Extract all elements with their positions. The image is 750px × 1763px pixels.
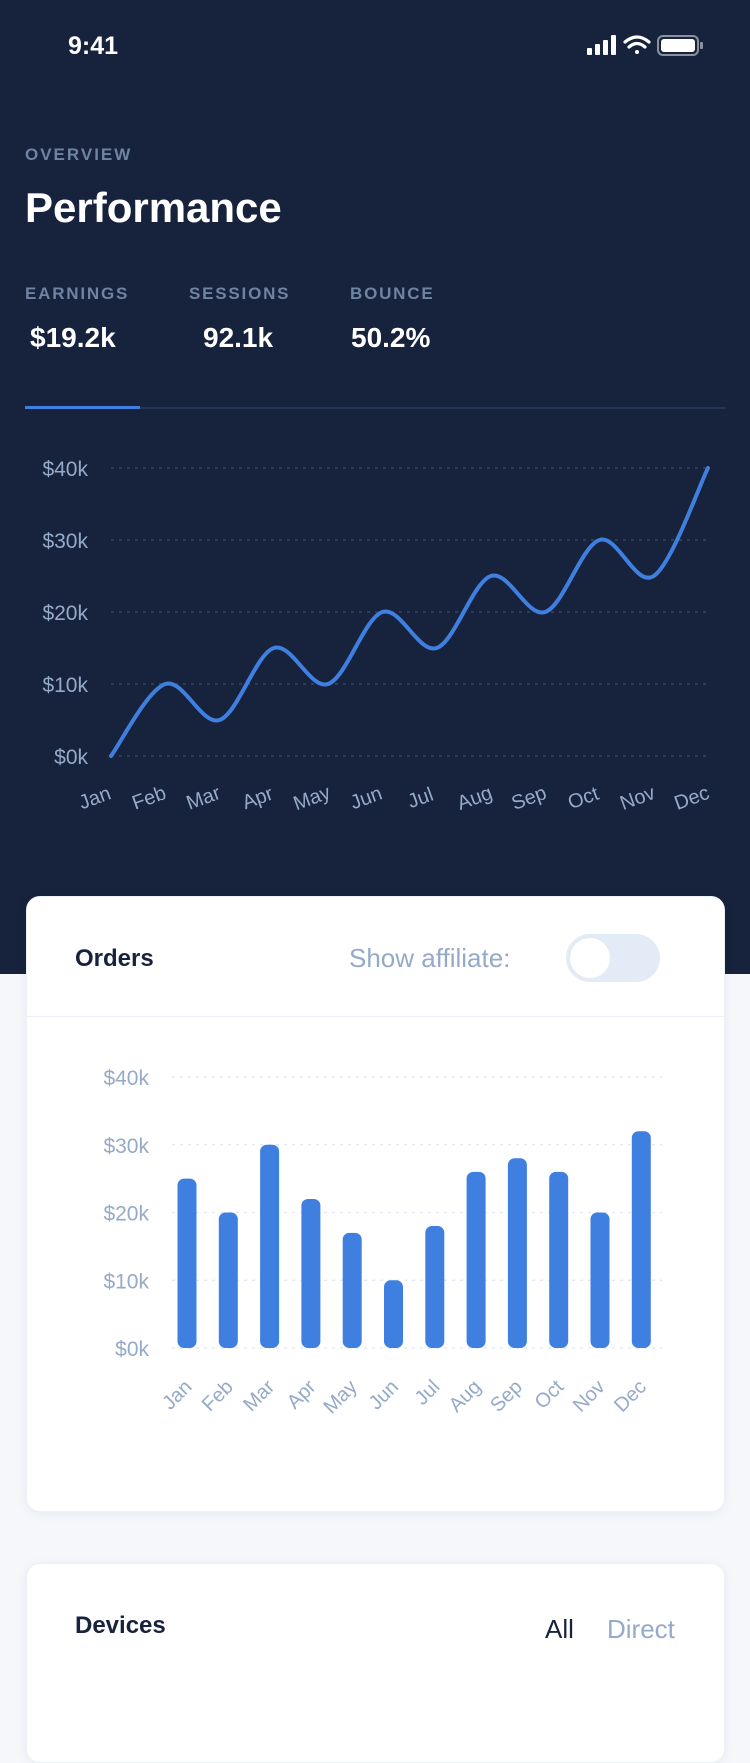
overview-eyebrow: OVERVIEW [25, 145, 133, 164]
tab-all[interactable]: All [545, 1614, 574, 1644]
y-tick-label: $0k [54, 746, 88, 769]
y-tick-label: $10k [103, 1270, 149, 1293]
stat-value: $19.2k [30, 322, 116, 353]
x-tick-label: Jun [365, 1376, 403, 1414]
bar [301, 1198, 321, 1348]
y-tick-label: $40k [103, 1067, 149, 1090]
x-tick-label: Apr [239, 783, 276, 814]
x-tick-label: Aug [454, 782, 495, 815]
x-tick-label: Aug [445, 1376, 486, 1417]
tab-divider [25, 407, 725, 409]
wifi-icon [623, 35, 651, 54]
earnings-line-chart: $0k $10k $20k $30k $40k Jan Feb Mar Apr May Jun Jul… [42, 458, 712, 816]
x-tick-label: Sep [486, 1376, 527, 1417]
orders-title: Orders [75, 945, 154, 972]
x-tick-label: Mar [239, 1376, 279, 1416]
bar [507, 1158, 527, 1348]
x-tick-label: Jul [405, 784, 437, 813]
orders-card: Orders Show affiliate: $0k $10k $20k $30k $4… [26, 896, 725, 1512]
x-tick-label: May [291, 782, 334, 816]
y-tick-label: $30k [42, 530, 88, 553]
toggle-knob [570, 938, 610, 978]
status-time: 9:41 [68, 32, 119, 60]
x-tick-label: Jan [76, 783, 114, 815]
orders-bar-chart: $0k $10k $20k $30k $40k Jan Feb Mar Apr May Jun Jul… [103, 1067, 662, 1418]
x-tick-label: Nov [617, 782, 658, 815]
hero-section [0, 0, 750, 974]
signal-icon [587, 35, 616, 55]
stat-label: BOUNCE [350, 284, 435, 303]
bar [631, 1131, 651, 1348]
y-tick-label: $20k [42, 602, 88, 625]
devices-card: Devices All Direct [26, 1563, 725, 1763]
bar [549, 1171, 569, 1348]
bar [384, 1280, 403, 1348]
stat-label: SESSIONS [189, 284, 291, 303]
x-tick-label: Oct [565, 783, 602, 814]
x-tick-label: Apr [283, 1376, 321, 1414]
page-title: Performance [25, 184, 282, 231]
bar [218, 1212, 238, 1348]
x-tick-label: Jul [411, 1376, 445, 1410]
status-icons [587, 35, 703, 56]
y-tick-label: $10k [42, 674, 88, 697]
bar [466, 1171, 486, 1348]
devices-title: Devices [75, 1612, 166, 1639]
x-tick-label: Sep [509, 782, 550, 815]
bar [260, 1144, 280, 1348]
active-tab-indicator [25, 406, 140, 409]
tab-direct[interactable]: Direct [607, 1614, 675, 1644]
stat-label: EARNINGS [25, 284, 130, 303]
bar [342, 1232, 362, 1348]
bar [177, 1178, 197, 1348]
x-tick-label: Feb [129, 782, 169, 814]
stat-value: 50.2% [351, 322, 431, 353]
x-tick-label: Dec [671, 782, 712, 815]
y-tick-label: $20k [103, 1203, 149, 1226]
show-affiliate-toggle[interactable] [566, 934, 660, 982]
x-tick-label: Nov [569, 1376, 610, 1417]
x-tick-label: Feb [198, 1376, 238, 1416]
stat-tab-earnings[interactable]: EARNINGS $19.2k [25, 284, 129, 354]
orders-card-header: Orders Show affiliate: [27, 897, 724, 1017]
bar [425, 1226, 445, 1348]
y-tick-label: $30k [103, 1135, 149, 1158]
bar [590, 1212, 610, 1348]
stat-tab-bounce[interactable]: BOUNCE 50.2% [350, 284, 434, 354]
stat-tab-sessions[interactable]: SESSIONS 92.1k [189, 284, 290, 354]
x-tick-label: Dec [610, 1376, 651, 1417]
y-tick-label: $40k [42, 458, 88, 481]
battery-icon [657, 35, 703, 56]
x-tick-label: Mar [184, 782, 224, 815]
y-tick-label: $0k [115, 1338, 149, 1361]
show-affiliate-label: Show affiliate: [349, 943, 511, 973]
stat-value: 92.1k [203, 322, 274, 353]
x-tick-label: Jun [347, 783, 385, 815]
earnings-line [109, 466, 710, 758]
x-tick-label: May [319, 1376, 361, 1418]
x-tick-label: Jan [158, 1376, 196, 1414]
x-tick-label: Oct [531, 1376, 569, 1414]
